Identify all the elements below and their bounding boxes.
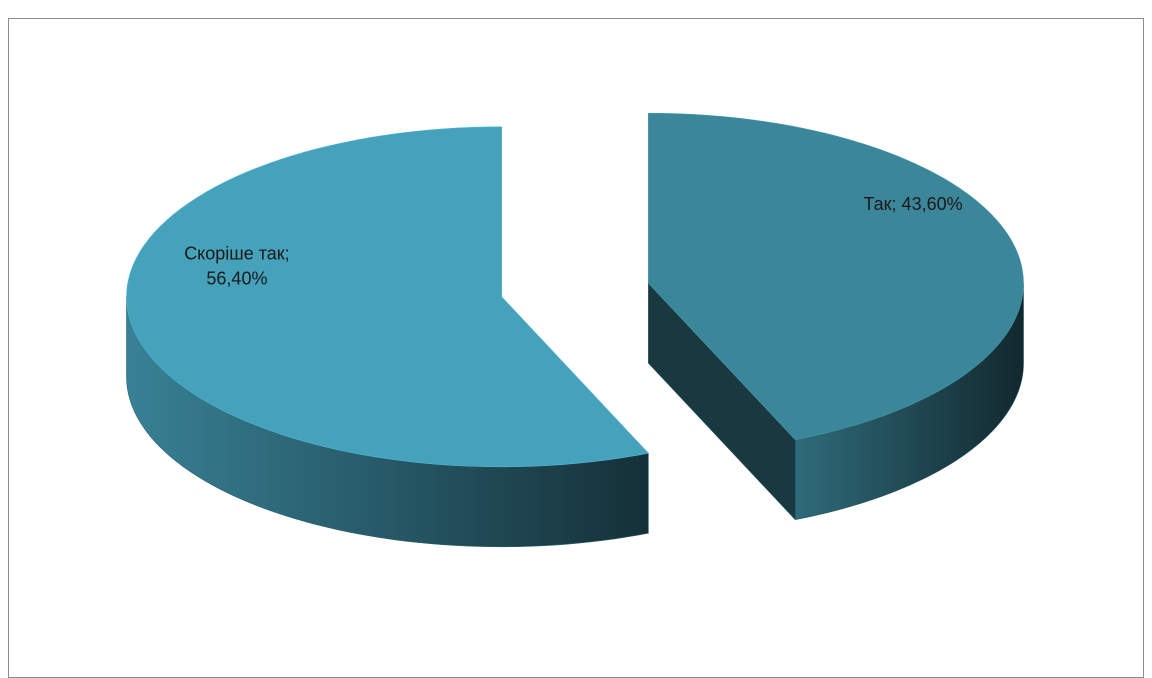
pie-slice [648, 112, 1024, 440]
data-label: Так; 43,60% [863, 193, 963, 214]
data-label: Скоріше так; 56,40% [184, 243, 290, 289]
pie-slice [126, 126, 649, 468]
